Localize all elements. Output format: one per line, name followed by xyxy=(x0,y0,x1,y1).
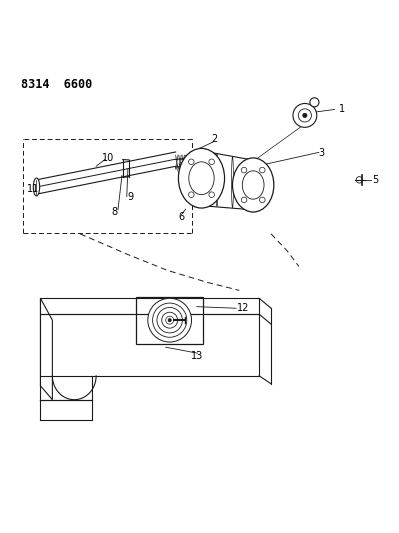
Text: 5: 5 xyxy=(372,175,379,185)
Text: 2: 2 xyxy=(211,134,218,144)
Circle shape xyxy=(209,192,214,197)
Text: 13: 13 xyxy=(192,351,203,361)
Circle shape xyxy=(298,109,312,122)
Circle shape xyxy=(148,298,192,342)
Circle shape xyxy=(303,113,307,118)
Ellipse shape xyxy=(189,162,214,195)
Ellipse shape xyxy=(242,171,264,199)
Circle shape xyxy=(241,197,247,203)
Text: 7: 7 xyxy=(190,151,196,161)
Text: 8314  6600: 8314 6600 xyxy=(21,78,92,91)
Text: 1: 1 xyxy=(339,104,345,115)
Circle shape xyxy=(356,176,363,183)
Text: 3: 3 xyxy=(319,148,325,158)
Circle shape xyxy=(293,103,317,127)
Text: 6: 6 xyxy=(178,212,185,222)
Circle shape xyxy=(152,303,187,337)
Text: 10: 10 xyxy=(102,154,114,163)
Circle shape xyxy=(162,312,178,328)
Text: 12: 12 xyxy=(237,303,250,313)
Circle shape xyxy=(209,159,214,165)
Text: 8: 8 xyxy=(111,207,117,216)
Circle shape xyxy=(189,192,194,197)
Text: 4: 4 xyxy=(244,199,250,209)
Text: 11: 11 xyxy=(27,184,39,194)
Circle shape xyxy=(166,316,174,324)
Ellipse shape xyxy=(178,148,225,208)
Circle shape xyxy=(310,98,319,107)
Circle shape xyxy=(168,319,171,322)
Circle shape xyxy=(259,197,265,203)
Ellipse shape xyxy=(33,178,40,196)
Text: 9: 9 xyxy=(127,192,133,203)
Ellipse shape xyxy=(233,158,274,212)
Circle shape xyxy=(157,308,182,333)
Circle shape xyxy=(259,167,265,173)
Circle shape xyxy=(189,159,194,165)
Circle shape xyxy=(241,167,247,173)
